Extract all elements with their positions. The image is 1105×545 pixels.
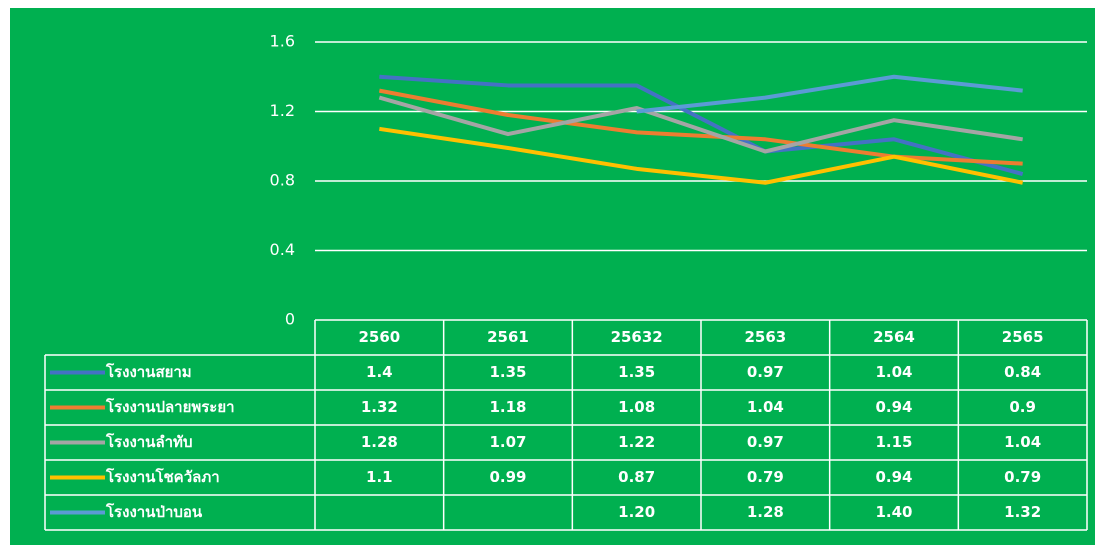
table-cell: 1.04 — [747, 398, 784, 416]
table-cell: 1.40 — [875, 503, 912, 521]
table-cell: 1.28 — [361, 433, 398, 451]
table-cell: 1.4 — [366, 363, 393, 381]
table-cell: 1.1 — [366, 468, 393, 486]
legend-label: โรงงานป่าบอน — [105, 502, 203, 521]
x-tick-label: 25632 — [611, 328, 663, 346]
y-tick-label: 0.4 — [270, 240, 295, 259]
table-cell: 1.08 — [618, 398, 655, 416]
legend-label: โรงงานสยาม — [105, 362, 192, 381]
table-cell: 0.79 — [747, 468, 784, 486]
table-cell: 0.79 — [1004, 468, 1041, 486]
x-tick-label: 2565 — [1002, 328, 1044, 346]
x-tick-label: 2561 — [487, 328, 529, 346]
y-tick-label: 0.8 — [270, 171, 295, 190]
y-tick-label: 1.2 — [270, 101, 295, 120]
y-tick-label: 1.6 — [270, 32, 295, 51]
x-tick-label: 2564 — [873, 328, 915, 346]
chart-background — [10, 8, 1095, 545]
table-cell: 0.9 — [1009, 398, 1036, 416]
table-cell: 0.99 — [489, 468, 526, 486]
table-cell: 1.18 — [489, 398, 526, 416]
table-cell: 1.07 — [489, 433, 526, 451]
table-cell: 1.22 — [618, 433, 655, 451]
table-cell: 0.87 — [618, 468, 655, 486]
table-cell: 0.97 — [747, 433, 784, 451]
table-cell: 1.32 — [361, 398, 398, 416]
table-cell: 1.35 — [618, 363, 655, 381]
line-series — [379, 126, 1024, 185]
table-cell: 1.28 — [747, 503, 784, 521]
line-series — [379, 74, 1024, 176]
table-cell: 1.32 — [1004, 503, 1041, 521]
table-cell: 1.35 — [489, 363, 526, 381]
line-series — [636, 74, 1023, 114]
table-cell: 0.84 — [1004, 363, 1041, 381]
table-cell: 0.94 — [875, 468, 912, 486]
legend-label: โรงงานปลายพระยา — [105, 397, 235, 416]
table-cell: 1.15 — [875, 433, 912, 451]
table-cell: 0.97 — [747, 363, 784, 381]
legend-label: โรงงานโชควัลภา — [105, 467, 220, 486]
legend-label: โรงงานลำทับ — [105, 432, 192, 451]
line-series — [378, 88, 1023, 166]
x-tick-label: 2563 — [744, 328, 786, 346]
y-tick-label: 0 — [285, 310, 295, 329]
table-cell: 0.94 — [875, 398, 912, 416]
line-series — [378, 95, 1023, 154]
x-tick-label: 2560 — [358, 328, 400, 346]
table-cell: 1.04 — [875, 363, 912, 381]
table-cell: 1.20 — [618, 503, 655, 521]
table-cell: 1.04 — [1004, 433, 1041, 451]
